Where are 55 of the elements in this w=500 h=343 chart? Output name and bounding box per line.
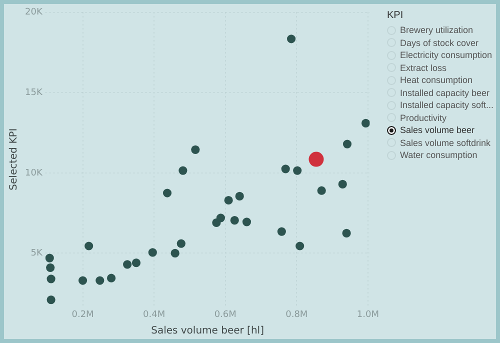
point (148, 248, 157, 257)
point (342, 228, 351, 238)
point (162, 188, 172, 198)
y-tick-label: 10K (24, 168, 44, 178)
category-label: Extract loss (400, 62, 447, 73)
point (242, 218, 252, 226)
category-label: Installed capacity beer (400, 88, 490, 98)
point (216, 214, 226, 222)
point (230, 216, 239, 225)
point (46, 295, 56, 304)
category-label: Sales volume beer (400, 125, 475, 136)
point (224, 196, 233, 205)
point (84, 242, 94, 250)
point (78, 276, 88, 285)
point (176, 239, 186, 248)
x-tick-label: 0.8M (286, 310, 308, 320)
point (132, 258, 141, 268)
category-label: Days of stock cover (400, 38, 479, 48)
point (308, 152, 324, 167)
category-label: Installed capacity soft... (400, 100, 494, 110)
y-tick-label: 15K (24, 88, 44, 98)
x-tick-label: 0.2M (72, 310, 94, 320)
category-label: Sales volume softdrink (400, 138, 491, 148)
point (338, 180, 347, 188)
point (46, 274, 56, 284)
text: KPI (387, 10, 404, 21)
y-axis-title: Selected KPI (8, 128, 20, 190)
category-label: Productivity (400, 112, 447, 123)
category-label: Brewery utilization (400, 25, 474, 36)
point (361, 118, 370, 128)
y-tick-label: 20K (24, 8, 44, 18)
point (123, 260, 132, 269)
point (178, 166, 188, 175)
point (342, 140, 352, 148)
category-label: Electricity consumption (400, 50, 492, 60)
point (46, 263, 55, 272)
point (45, 254, 54, 262)
point (170, 248, 180, 258)
category-label: Water consumption (400, 150, 478, 160)
x-tick-label: 0.6M (214, 310, 236, 320)
y-tick-label: 5K (30, 248, 44, 259)
point (277, 227, 286, 236)
category-label: Heat consumption (400, 75, 473, 86)
x-axis-title: Sales volume beer [hl] (151, 326, 264, 337)
point (96, 276, 104, 285)
x-tick-label: 0.4M (143, 310, 166, 320)
point (296, 242, 304, 250)
point (235, 192, 244, 201)
point (286, 34, 296, 44)
point (281, 164, 290, 174)
point (191, 145, 200, 154)
point (106, 274, 116, 282)
x-tick-label: 1.0M (356, 310, 379, 320)
point (293, 166, 302, 175)
point (317, 186, 326, 195)
